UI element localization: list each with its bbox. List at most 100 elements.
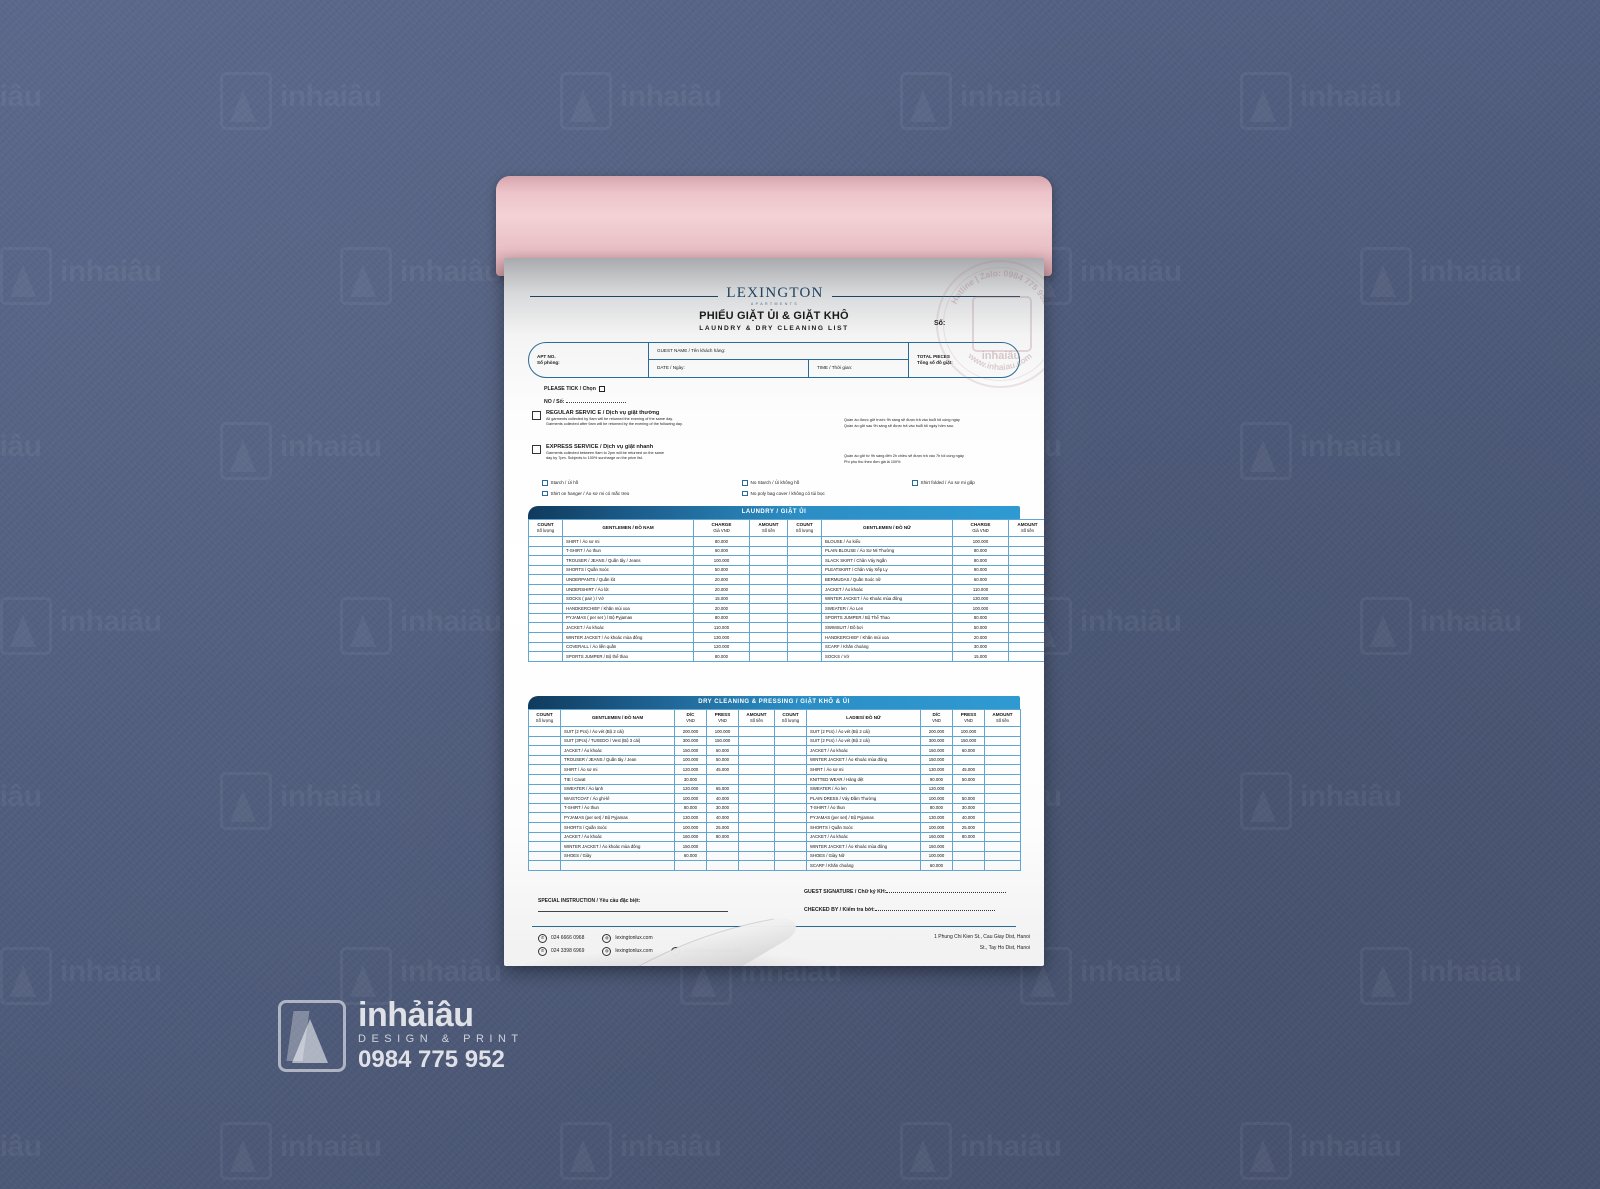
total-pieces-field[interactable]: TOTAL PIECES Tổng số đồ giặt: [909,343,1019,377]
dc-amount-men-cell[interactable] [738,726,775,737]
guest-signature[interactable]: GUEST SIGNATURE / Chữ ký KH: [804,888,1007,896]
count-women-cell[interactable] [787,622,822,633]
count-women-cell[interactable] [787,574,822,585]
dc-count-men-cell[interactable] [528,860,561,871]
dc-count-men-cell[interactable] [528,783,561,795]
dc-count-men-cell[interactable] [528,821,561,833]
contact-phone-2[interactable]: 024 3398 6969 [551,948,585,955]
amount-women-cell[interactable] [1008,536,1044,547]
count-men-cell[interactable] [528,583,563,595]
dc-amount-women-cell[interactable] [984,812,1021,823]
dc-amount-women-cell[interactable] [984,726,1021,737]
contact-phone-1[interactable]: 024 6666 0968 [551,935,585,942]
guest-name-field[interactable]: GUEST NAME / Tên khách hàng: [649,343,908,360]
dc-amount-women-cell[interactable] [984,764,1021,775]
date-field[interactable]: DATE / Ngày: [649,360,809,377]
count-men-cell[interactable] [528,555,563,566]
amount-women-cell[interactable] [1008,651,1044,662]
amount-women-cell[interactable] [1008,564,1044,576]
dc-count-women-cell[interactable] [774,783,807,795]
dc-count-women-cell[interactable] [774,773,807,785]
dc-amount-women-cell[interactable] [984,860,1021,871]
amount-men-cell[interactable] [749,536,788,547]
count-women-cell[interactable] [787,631,822,643]
count-men-cell[interactable] [528,651,563,662]
please-tick-checkbox[interactable] [598,386,605,393]
dc-count-men-cell[interactable] [528,726,561,737]
amount-women-cell[interactable] [1008,545,1044,557]
dc-amount-men-cell[interactable] [738,831,775,843]
apt-no-field[interactable]: APT NO. Số phòng: [529,343,649,377]
dc-amount-women-cell[interactable] [984,773,1021,785]
dc-amount-women-cell[interactable] [984,754,1021,766]
special-instructions[interactable]: SPECIAL INSTRUCTION / Yêu cầu đặc biệt: [538,898,728,913]
dc-amount-men-cell[interactable] [738,841,775,852]
dc-amount-women-cell[interactable] [984,745,1021,756]
amount-women-cell[interactable] [1008,593,1044,605]
dc-count-women-cell[interactable] [774,860,807,871]
amount-women-cell[interactable] [1008,612,1044,624]
count-women-cell[interactable] [787,545,822,557]
count-men-cell[interactable] [528,631,563,643]
dc-amount-women-cell[interactable] [984,783,1021,795]
no-starch-checkbox[interactable] [742,480,748,486]
dc-count-women-cell[interactable] [774,726,807,737]
dc-amount-men-cell[interactable] [738,821,775,833]
count-women-cell[interactable] [787,641,822,653]
dc-count-men-cell[interactable] [528,850,561,862]
checked-by[interactable]: CHECKED BY / Kiểm tra bởi: [804,906,995,914]
express-service-checkbox[interactable] [532,445,541,454]
count-women-cell[interactable] [787,583,822,595]
dc-count-men-cell[interactable] [528,831,561,843]
dc-amount-men-cell[interactable] [738,773,775,785]
amount-men-cell[interactable] [749,564,788,576]
count-women-cell[interactable] [787,612,822,624]
count-men-cell[interactable] [528,612,563,624]
count-women-cell[interactable] [787,603,822,614]
starch-checkbox[interactable] [542,480,548,486]
dc-amount-women-cell[interactable] [984,735,1021,747]
dc-amount-women-cell[interactable] [984,831,1021,843]
checked-by-line[interactable] [874,906,995,911]
count-men-cell[interactable] [528,593,563,605]
count-women-cell[interactable] [787,555,822,566]
no-poly-bag-checkbox[interactable] [742,490,748,497]
regular-service-checkbox[interactable] [532,411,541,420]
count-men-cell[interactable] [528,574,563,585]
dc-count-women-cell[interactable] [774,764,807,775]
count-women-cell[interactable] [787,593,822,605]
option-shirt-on-hanger[interactable]: Shirt on hanger / Áo sơ mi có mắc treo [542,491,742,497]
dc-count-men-cell[interactable] [528,812,561,823]
dc-count-men-cell[interactable] [528,773,561,785]
dc-amount-men-cell[interactable] [738,850,775,862]
amount-women-cell[interactable] [1008,555,1044,566]
amount-men-cell[interactable] [749,555,788,566]
amount-women-cell[interactable] [1008,603,1044,614]
dc-amount-men-cell[interactable] [738,783,775,795]
guest-signature-line[interactable] [886,888,1007,893]
dc-amount-women-cell[interactable] [984,821,1021,833]
dc-amount-women-cell[interactable] [984,802,1021,814]
dc-count-women-cell[interactable] [774,754,807,766]
amount-women-cell[interactable] [1008,631,1044,643]
dc-count-women-cell[interactable] [774,841,807,852]
option-shirt-folded[interactable]: Shirt folded / Áo sơ mi gấp [912,480,975,486]
count-women-cell[interactable] [787,536,822,547]
amount-women-cell[interactable] [1008,574,1044,585]
dc-count-women-cell[interactable] [774,831,807,843]
dc-amount-men-cell[interactable] [738,793,775,804]
dc-count-men-cell[interactable] [528,764,561,775]
amount-men-cell[interactable] [749,641,788,653]
amount-women-cell[interactable] [1008,641,1044,653]
amount-men-cell[interactable] [749,545,788,557]
no-input-line[interactable] [565,398,626,403]
amount-men-cell[interactable] [749,574,788,585]
dc-count-women-cell[interactable] [774,821,807,833]
amount-men-cell[interactable] [749,631,788,643]
count-men-cell[interactable] [528,641,563,653]
dc-amount-men-cell[interactable] [738,802,775,814]
amount-women-cell[interactable] [1008,622,1044,633]
special-instructions-line[interactable] [538,904,728,913]
amount-men-cell[interactable] [749,593,788,605]
dc-count-men-cell[interactable] [528,735,561,747]
